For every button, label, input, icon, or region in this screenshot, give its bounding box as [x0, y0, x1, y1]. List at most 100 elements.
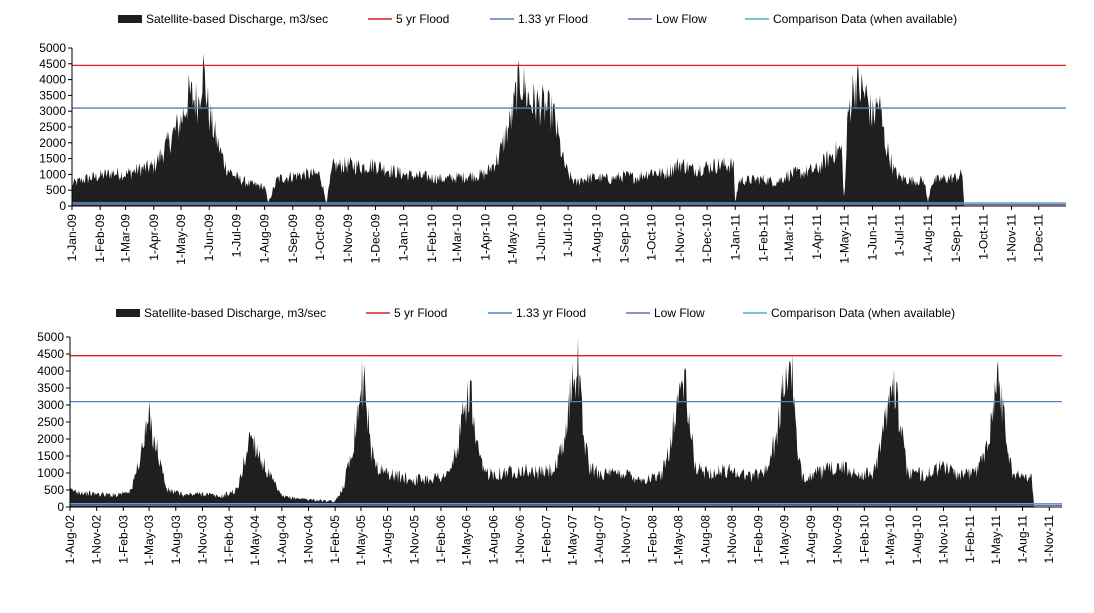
x-tick-label: 1-Jan-11: [728, 214, 742, 261]
x-tick-label: 1-Nov-08: [725, 515, 739, 565]
x-tick-label: 1-Feb-05: [328, 515, 342, 564]
legend-swatch-discharge: [116, 309, 140, 317]
x-tick-label: 1-Nov-02: [90, 515, 104, 565]
y-tick-label: 3500: [37, 381, 64, 395]
y-tick-label: 5000: [39, 41, 66, 55]
x-tick-label: 1-May-05: [354, 515, 368, 566]
y-tick-label: 3000: [39, 104, 66, 118]
y-tick-label: 4500: [37, 347, 64, 361]
legend-swatch-discharge: [118, 15, 142, 23]
legend-label-5yr-flood: 5 yr Flood: [396, 12, 449, 26]
x-tick-label: 1-Nov-10: [673, 214, 687, 264]
x-tick-label: 1-Feb-08: [646, 515, 660, 564]
x-tick-label: 1-May-06: [460, 515, 474, 566]
x-tick-label: 1-Feb-10: [425, 214, 439, 263]
x-tick-label: 1-May-10: [506, 214, 520, 265]
x-tick-label: 1-May-11: [989, 515, 1003, 565]
x-tick-label: 1-Sep-10: [617, 214, 631, 264]
x-tick-label: 1-Aug-04: [275, 515, 289, 565]
x-tick-label: 1-Dec-09: [368, 214, 382, 264]
x-tick-label: 1-Aug-02: [63, 515, 77, 565]
x-tick-label: 1-Nov-07: [619, 515, 633, 565]
x-tick-label: 1-Apr-09: [147, 214, 161, 261]
x-tick-label: 1-May-09: [777, 515, 791, 566]
x-tick-label: 1-Mar-11: [782, 214, 796, 262]
x-tick-label: 1-Nov-09: [341, 214, 355, 264]
legend-label-5yr-flood: 5 yr Flood: [394, 306, 447, 320]
x-tick-label: 1-Aug-09: [258, 214, 272, 264]
x-tick-label: 1-Dec-10: [700, 214, 714, 264]
x-tick-label: 1-Jan-09: [65, 214, 79, 262]
x-tick-label: 1-Nov-04: [302, 515, 316, 565]
x-tick-label: 1-Aug-06: [486, 515, 500, 565]
y-tick-label: 4500: [39, 57, 66, 71]
x-tick-label: 1-Aug-09: [804, 515, 818, 565]
x-tick-label: 1-Jan-10: [397, 214, 411, 262]
y-tick-label: 4000: [39, 73, 66, 87]
x-tick-label: 1-Feb-04: [222, 515, 236, 564]
y-tick-label: 500: [46, 183, 66, 197]
y-tick-label: 500: [44, 483, 64, 497]
x-tick-label: 1-Nov-11: [1004, 214, 1018, 263]
legend-label-comparison: Comparison Data (when available): [773, 12, 957, 26]
x-tick-label: 1-Aug-10: [910, 515, 924, 565]
x-tick-label: 1-Feb-11: [963, 515, 977, 563]
y-tick-label: 5000: [37, 330, 64, 344]
y-tick-label: 4000: [37, 364, 64, 378]
x-tick-label: 1-May-11: [837, 214, 851, 264]
x-tick-label: 1-Jun-09: [202, 214, 216, 262]
x-tick-label: 1-May-04: [248, 515, 262, 566]
x-tick-label: 1-Nov-11: [1042, 515, 1056, 564]
x-tick-label: 1-Aug-11: [921, 214, 935, 263]
x-tick-label: 1-May-08: [672, 515, 686, 566]
y-tick-label: 2500: [37, 415, 64, 429]
y-tick-label: 1000: [37, 466, 64, 480]
legend: Satellite-based Discharge, m3/sec 5 yr F…: [118, 12, 957, 26]
x-tick-label: 1-Mar-10: [450, 214, 464, 263]
x-tick-label: 1-Nov-09: [831, 515, 845, 565]
y-tick-label: 3000: [37, 398, 64, 412]
x-tick-label: 1-Apr-10: [478, 214, 492, 261]
discharge-area-series: [70, 337, 1035, 507]
x-tick-label: 1-Aug-05: [381, 515, 395, 565]
x-tick-label: 1-Sep-09: [286, 214, 300, 264]
x-tick-label: 1-Feb-09: [752, 515, 766, 564]
x-tick-label: 1-Nov-03: [195, 515, 209, 565]
x-tick-label: 1-Nov-10: [936, 515, 950, 565]
x-tick-label: 1-Dec-11: [1032, 214, 1046, 263]
y-tick-label: 1500: [37, 449, 64, 463]
y-tick-label: 2500: [39, 120, 66, 134]
discharge-area-series: [72, 53, 965, 206]
x-tick-label: 1-Aug-08: [698, 515, 712, 565]
x-tick-label: 1-Oct-11: [976, 214, 990, 260]
legend: Satellite-based Discharge, m3/sec 5 yr F…: [116, 306, 955, 320]
x-tick-label: 1-Jul-11: [893, 214, 907, 257]
x-tick-label: 1-Sep-11: [949, 214, 963, 263]
x-tick-label: 1-Nov-06: [513, 515, 527, 565]
x-tick-label: 1-Nov-05: [407, 515, 421, 565]
x-tick-label: 1-Jun-11: [865, 214, 879, 261]
x-tick-label: 1-May-10: [883, 515, 897, 566]
x-tick-label: 1-Aug-03: [169, 515, 183, 565]
x-tick-label: 1-May-07: [566, 515, 580, 566]
x-tick-label: 1-Aug-11: [1016, 515, 1030, 564]
y-tick-label: 0: [59, 199, 66, 213]
legend-label-133yr-flood: 1.33 yr Flood: [518, 12, 588, 26]
x-tick-label: 1-Aug-07: [592, 515, 606, 565]
legend-label-low-flow: Low Flow: [654, 306, 705, 320]
y-tick-label: 2000: [37, 432, 64, 446]
x-tick-label: 1-Feb-11: [756, 214, 770, 262]
legend-label-low-flow: Low Flow: [656, 12, 707, 26]
x-tick-label: 1-Feb-03: [116, 515, 130, 564]
y-tick-label: 1500: [39, 152, 66, 166]
x-tick-label: 1-May-09: [174, 214, 188, 265]
x-tick-label: 1-Feb-09: [93, 214, 107, 263]
x-tick-label: 1-Apr-11: [810, 214, 824, 260]
x-tick-label: 1-Oct-09: [313, 214, 327, 261]
legend-label-133yr-flood: 1.33 yr Flood: [516, 306, 586, 320]
x-tick-label: 1-Feb-10: [857, 515, 871, 564]
x-tick-label: 1-Mar-09: [119, 214, 133, 263]
x-tick-label: 1-Jul-09: [229, 214, 243, 258]
